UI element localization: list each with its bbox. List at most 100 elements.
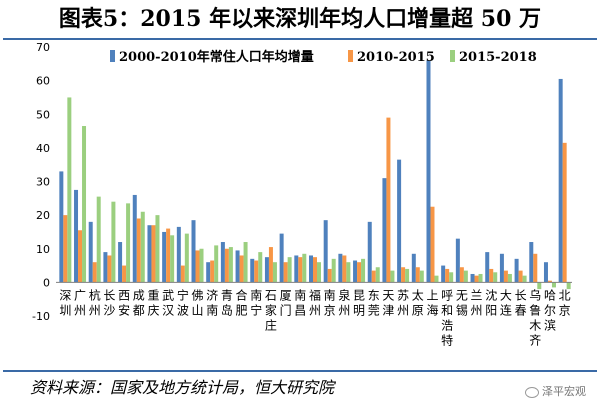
bar-0-7	[162, 231, 167, 283]
x-tick-char: 原	[412, 303, 424, 317]
bar-0-14	[264, 257, 269, 283]
x-tick-char: 长	[103, 288, 115, 302]
legend-swatch-1	[348, 50, 353, 62]
bar-2-20	[361, 258, 366, 283]
bar-2-33	[551, 282, 556, 288]
x-tick-char: 成	[133, 288, 145, 302]
bar-0-4	[118, 242, 123, 283]
bar-0-23	[397, 159, 402, 283]
x-tick-label: 哈尔滨	[544, 288, 556, 332]
bar-2-25	[434, 275, 439, 283]
y-tick-label: 60	[36, 75, 50, 88]
bar-0-17	[309, 255, 313, 283]
bar-1-18	[327, 268, 332, 283]
bar-0-16	[294, 255, 299, 283]
footer-divider	[3, 370, 597, 372]
x-tick-char: 汉	[162, 303, 174, 317]
x-tick-char: 特	[441, 332, 453, 347]
bar-2-21	[375, 267, 380, 283]
x-tick-label: 北京	[559, 288, 571, 317]
x-tick-char: 太	[412, 287, 424, 302]
x-tick-char: 泉	[338, 288, 350, 302]
x-tick-label: 佛山	[192, 288, 204, 317]
x-tick-label: 成都	[133, 288, 145, 317]
x-tick-label: 泉州	[338, 288, 350, 317]
x-tick-char: 岛	[221, 302, 233, 317]
bar-2-0	[67, 97, 72, 283]
x-tick-label: 兰州	[471, 288, 483, 317]
bar-0-9	[191, 220, 196, 283]
x-tick-char: 州	[397, 303, 409, 317]
x-tick-char: 南	[294, 287, 306, 302]
x-tick-char: 家	[265, 302, 277, 317]
x-tick-char: 西	[118, 288, 130, 302]
bar-2-2	[96, 196, 101, 283]
bar-0-2	[88, 221, 93, 283]
bar-1-27	[459, 267, 464, 283]
bar-2-18	[331, 258, 336, 283]
bar-1-1	[78, 230, 83, 283]
y-tick-label: 70	[36, 41, 50, 54]
x-tick-char: 上	[426, 288, 438, 302]
bar-1-2	[92, 262, 97, 283]
x-tick-label: 宁波	[177, 287, 189, 317]
bar-0-1	[74, 189, 79, 283]
x-tick-char: 连	[500, 302, 512, 317]
x-tick-label: 南宁	[250, 287, 262, 317]
wechat-icon	[525, 386, 539, 398]
bar-2-22	[390, 270, 395, 283]
bar-1-32	[533, 253, 538, 283]
bar-0-21	[367, 221, 372, 283]
bar-2-15	[287, 257, 292, 283]
y-tick-label: 50	[36, 108, 50, 121]
bar-0-10	[206, 262, 211, 283]
legend-swatch-2	[450, 50, 455, 62]
bar-1-6	[151, 225, 156, 283]
bar-2-13	[258, 252, 263, 283]
x-tick-char: 苏	[397, 288, 409, 302]
x-tick-char: 南	[206, 302, 218, 317]
x-tick-char: 佛	[192, 288, 204, 302]
bar-2-7	[170, 235, 175, 283]
bar-0-13	[250, 258, 255, 283]
y-tick-label: 10	[36, 243, 50, 256]
watermark: 泽平宏观	[525, 383, 586, 399]
x-tick-char: 齐	[529, 332, 541, 347]
bar-2-28	[478, 273, 483, 283]
bar-2-3	[111, 201, 116, 283]
x-tick-label: 天津	[382, 288, 394, 317]
bar-1-14	[268, 247, 273, 283]
bar-1-15	[283, 262, 288, 283]
bar-0-24	[411, 253, 416, 283]
bar-2-12	[243, 242, 248, 283]
source-note: 资料来源：国家及地方统计局，恒大研究院	[30, 378, 335, 397]
y-tick-label: 40	[36, 142, 50, 155]
bar-1-30	[503, 270, 508, 283]
x-tick-label: 青岛	[221, 288, 233, 317]
bar-1-22	[386, 117, 391, 283]
x-tick-char: 阳	[485, 303, 497, 317]
x-tick-label: 厦门	[280, 288, 292, 317]
bar-0-3	[103, 252, 108, 283]
bar-0-12	[235, 250, 240, 283]
x-tick-char: 波	[177, 303, 189, 317]
bar-0-31	[514, 258, 519, 283]
bar-0-25	[426, 60, 431, 283]
legend: 2000-2010年常住人口年均增量 2010-2015 2015-2018	[110, 49, 537, 65]
x-tick-label: 济南	[206, 287, 218, 317]
x-tick-char: 合	[236, 287, 248, 302]
x-tick-char: 鲁	[529, 303, 541, 317]
bar-2-26	[449, 272, 454, 283]
x-tick-char: 济	[206, 287, 218, 302]
x-tick-label: 南京	[324, 287, 336, 317]
bar-1-26	[445, 268, 450, 283]
x-tick-label: 大连	[500, 288, 512, 317]
x-tick-char: 沈	[485, 287, 497, 302]
x-tick-char: 春	[515, 303, 527, 317]
bar-1-4	[122, 265, 127, 283]
bar-0-29	[485, 252, 490, 283]
x-tick-label: 深圳	[59, 288, 71, 317]
x-tick-char: 昆	[353, 288, 365, 302]
bar-2-23	[405, 268, 410, 283]
